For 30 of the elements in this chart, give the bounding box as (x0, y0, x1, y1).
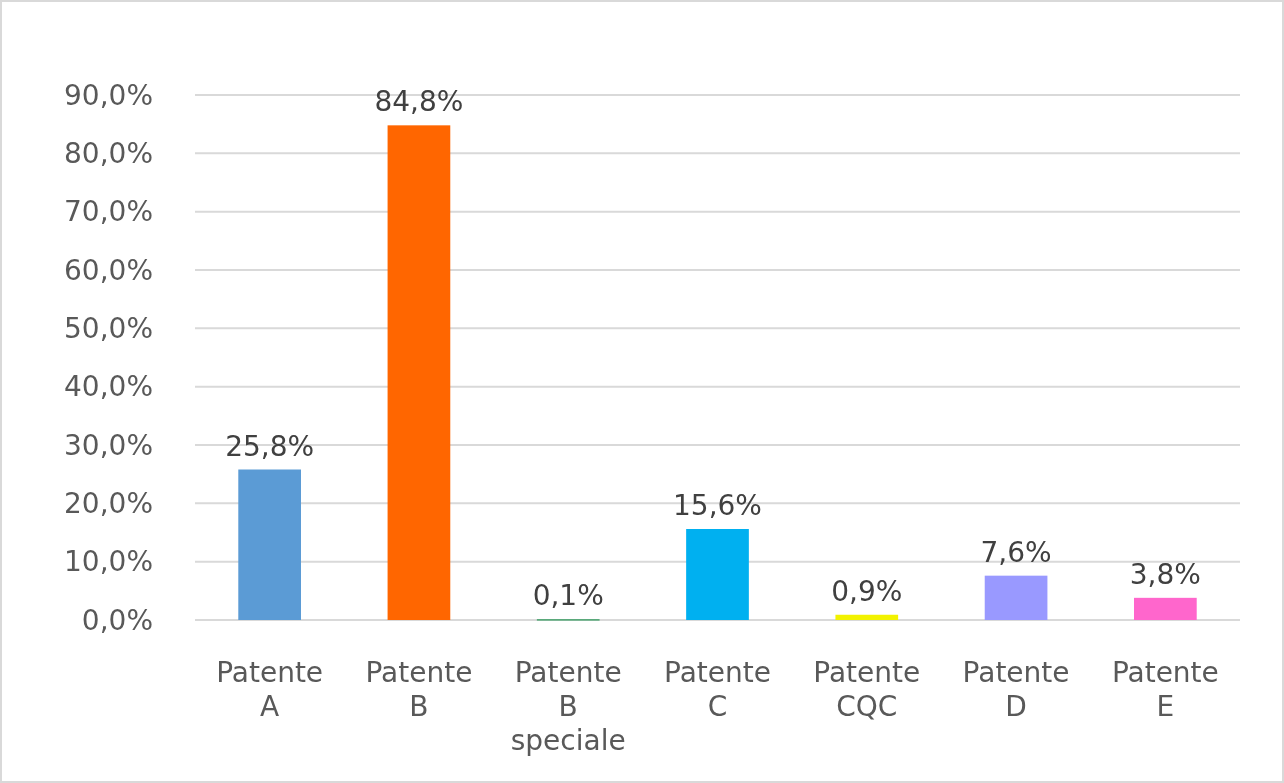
bar (238, 469, 301, 620)
y-tick-label: 30,0% (64, 428, 153, 462)
y-tick-label: 90,0% (64, 78, 153, 112)
y-tick-label: 70,0% (64, 195, 153, 229)
x-tick-label: Patente CQC (813, 656, 921, 723)
bar (1134, 597, 1197, 620)
y-tick-label: 0,0% (81, 603, 153, 637)
data-label: 7,6% (980, 535, 1052, 569)
x-tick-label: Patente C (664, 656, 771, 723)
y-tick-label: 60,0% (64, 253, 153, 287)
x-tick-label: Patente A (216, 656, 324, 723)
bar (835, 614, 899, 620)
data-label: 3,8% (1129, 557, 1201, 591)
y-tick-label: 20,0% (64, 487, 153, 521)
x-tick-label: Patente D (962, 656, 1070, 723)
data-label: 84,8% (374, 85, 464, 119)
data-label: 0,9% (831, 574, 903, 608)
data-label: 15,6% (673, 489, 762, 522)
x-tick-label: Patente E (1111, 656, 1219, 723)
x-tick-label: Patente B (365, 656, 473, 723)
y-tick-label: 40,0% (64, 370, 153, 404)
bar (686, 529, 749, 620)
bar (984, 575, 1048, 620)
bar (387, 125, 451, 620)
y-tick-label: 50,0% (64, 312, 153, 346)
x-tick-label: Patente B speciale (510, 656, 626, 757)
y-tick-label: 10,0% (64, 545, 153, 579)
data-label: 25,8% (225, 429, 315, 463)
data-label: 0,1% (532, 579, 604, 613)
y-tick-label: 80,0% (64, 137, 153, 171)
